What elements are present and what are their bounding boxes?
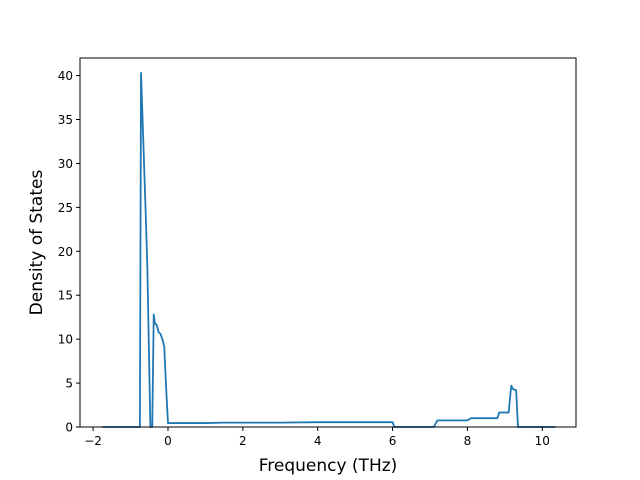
x-tick-label: 4 [314, 434, 322, 448]
x-axis-label: Frequency (THz) [259, 456, 398, 476]
plot-area [80, 58, 576, 427]
y-tick-label: 10 [58, 333, 73, 347]
y-tick-label: 30 [58, 157, 73, 171]
y-axis-label: Density of States [27, 170, 47, 316]
x-tick-label: 10 [535, 434, 550, 448]
y-tick-label: 15 [58, 289, 73, 303]
y-tick-label: 35 [58, 113, 73, 127]
x-ticks: −2 0 2 4 6 8 10 [84, 427, 550, 448]
x-tick-label: 0 [164, 434, 172, 448]
y-tick-label: 20 [58, 245, 73, 259]
plot-frame [79, 57, 577, 428]
y-tick-label: 0 [65, 421, 73, 435]
x-tick-label: −2 [84, 434, 102, 448]
y-tick-label: 40 [58, 69, 73, 83]
y-tick-label: 5 [65, 377, 73, 391]
x-tick-label: 6 [389, 434, 397, 448]
x-tick-label: 8 [464, 434, 472, 448]
y-ticks: 0 5 10 15 20 25 30 35 40 [58, 69, 80, 435]
series-layer [102, 72, 556, 428]
x-tick-label: 2 [239, 434, 247, 448]
series-line-0 [102, 72, 556, 428]
y-tick-label: 25 [58, 201, 73, 215]
